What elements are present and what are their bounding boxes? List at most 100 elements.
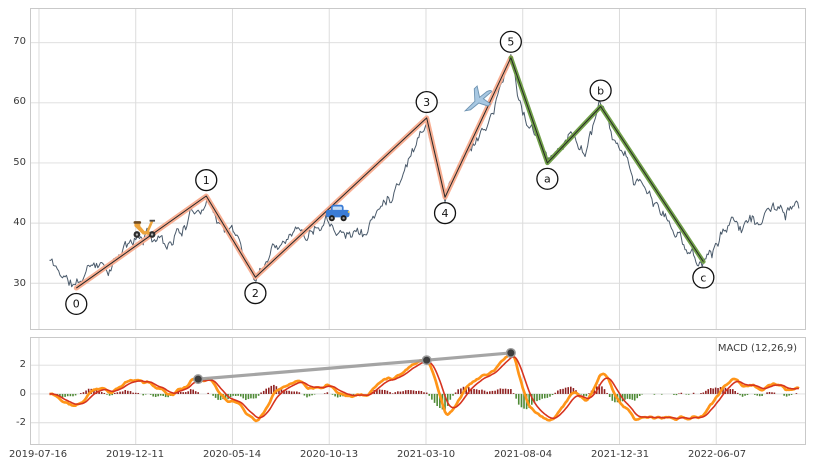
macd-histogram-bar (189, 389, 192, 395)
macd-histogram-bar (734, 391, 736, 394)
macd-histogram-bar (162, 393, 164, 397)
macd-histogram-bar (98, 391, 100, 394)
macd-histogram-bar (283, 389, 285, 394)
macd-histogram-bar (423, 392, 425, 394)
macd-histogram-bar (376, 389, 378, 394)
macd-histogram-bar (152, 393, 154, 397)
macd-histogram-bar (517, 393, 520, 405)
wave-label-circle-3 (415, 90, 438, 114)
macd-histogram-bar (184, 392, 187, 394)
macd-histogram-bar (326, 392, 329, 394)
macd-histogram-bar (100, 391, 103, 394)
macd-histogram-bar (603, 389, 606, 394)
macd-histogram-bar (433, 393, 436, 403)
macd-histogram-bar (768, 391, 771, 394)
macd-histogram-bar (580, 393, 582, 395)
macd-histogram-bar (557, 390, 559, 394)
price-y-tick-label: 40 (13, 217, 26, 229)
macd-histogram-bar (212, 393, 214, 396)
macd-histogram-bar (242, 393, 245, 399)
macd-histogram-bar (247, 393, 250, 400)
macd-histogram-bar (61, 393, 64, 398)
wave-label-circle-4 (433, 202, 457, 225)
macd-histogram-bar (296, 391, 298, 394)
macd-histogram-bar (154, 393, 157, 397)
macd-histogram-bar (754, 393, 756, 395)
macd-histogram-bar (510, 389, 512, 394)
macd-histogram-bar (197, 392, 199, 394)
macd-histogram-bar (543, 393, 546, 399)
macd-histogram-bar (687, 393, 690, 395)
macd-histogram-bar (436, 393, 438, 407)
macd-histogram-bar (308, 393, 311, 397)
macd-histogram-bar (66, 393, 69, 397)
macd-histogram-bar (559, 389, 562, 394)
macd-divergence-dot (505, 347, 516, 358)
x-tick-label: 2019-12-11 (105, 449, 165, 460)
macd-histogram-bar (585, 393, 588, 397)
price-panel: 0 1 2 3 4 5 a b c (30, 8, 806, 330)
price-line (49, 54, 800, 288)
wave-label-circle-1 (195, 169, 218, 192)
macd-histogram-bar (629, 393, 631, 400)
macd-histogram-bar (381, 389, 383, 394)
wave-label-4: 4 (442, 207, 449, 220)
macd-histogram-bar (124, 390, 127, 394)
macd-histogram-bar (415, 391, 418, 394)
macd-histogram-bar (137, 392, 140, 394)
macd-histogram-bar (483, 390, 486, 394)
macd-histogram-bar (383, 390, 386, 394)
macd-histogram-bar (538, 393, 541, 401)
macd-histogram-bar (79, 393, 82, 394)
macd-histogram-bar (601, 386, 603, 394)
macd-divergence-dot (421, 355, 432, 366)
x-tick-label: 2019-07-16 (8, 449, 68, 460)
macd-panel: MACD (12,26,9) (30, 337, 806, 445)
macd-histogram-bar (127, 390, 129, 394)
macd-histogram-bar (74, 393, 77, 396)
macd-histogram-bar (407, 390, 410, 394)
macd-histogram-bar (391, 393, 394, 394)
macd-histogram-bar (323, 393, 326, 394)
macd-histogram-bar (82, 392, 85, 394)
macd-histogram-bar (499, 388, 502, 394)
macd-histogram-bar (478, 390, 481, 394)
macd-histogram-bar (232, 393, 234, 396)
macd-histogram-bar (234, 393, 237, 397)
macd-histogram-bar (449, 393, 452, 400)
macd-histogram-bar (549, 393, 551, 397)
macd-histogram-bar (685, 393, 688, 395)
macd-histogram-bar (267, 387, 270, 394)
macd-histogram-bar (278, 388, 280, 394)
macd-histogram-bar (633, 393, 636, 401)
macd-histogram-bar (502, 388, 504, 394)
x-tick-label: 2021-03-10 (396, 449, 456, 460)
macd-histogram-bar (252, 393, 255, 399)
macd-histogram-bar (217, 393, 219, 400)
macd-histogram-bar (260, 392, 262, 394)
macd-histogram-bar (795, 393, 798, 394)
car-front-hub (342, 217, 345, 220)
macd-histogram-bar (494, 390, 496, 394)
macd-histogram-bar (653, 393, 656, 395)
macd-histogram-bar (257, 393, 260, 396)
macd-histogram-bar (638, 393, 641, 397)
macd-histogram-bar (439, 393, 441, 408)
macd-histogram-bar (788, 393, 790, 396)
macd-histogram-bar (554, 392, 557, 394)
macd-histogram-bar (790, 393, 793, 395)
macd-histogram-bar (761, 393, 763, 397)
price-plot-area: 0 1 2 3 4 5 a b c (31, 9, 805, 329)
macd-histogram-bar (245, 393, 247, 401)
macd-histogram-bar (311, 393, 313, 396)
car-rear-hub (330, 217, 333, 220)
macd-histogram-bar (541, 393, 543, 399)
macd-histogram-bar (144, 393, 147, 395)
macd-histogram-bar (546, 393, 549, 398)
macd-histogram-bar (626, 393, 629, 399)
wave-label-a: a (544, 173, 551, 186)
macd-histogram-bar (520, 393, 523, 408)
macd-y-tick-label: -2 (16, 417, 26, 429)
macd-histogram-bar (334, 393, 336, 397)
macd-histogram-bar (224, 393, 227, 400)
